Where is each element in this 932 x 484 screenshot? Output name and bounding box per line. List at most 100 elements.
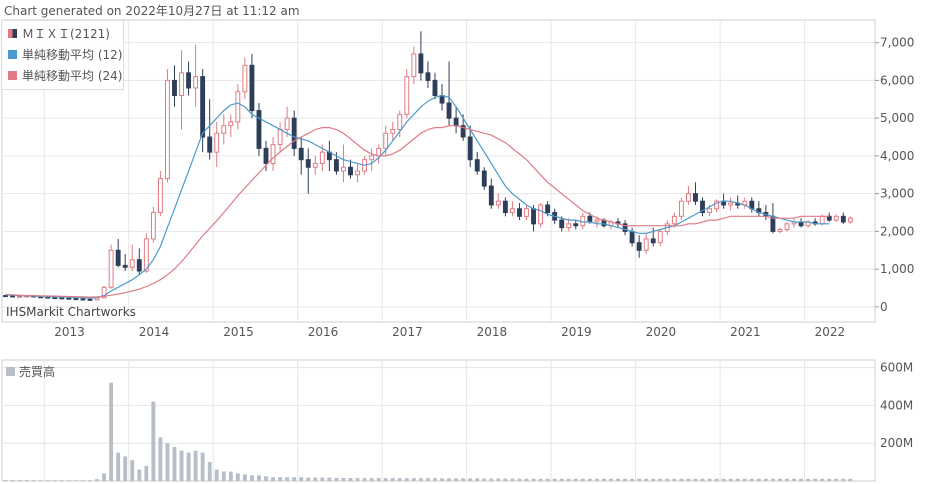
volume-bar [841, 478, 846, 481]
candle [425, 61, 431, 88]
candle [678, 197, 684, 221]
candle-body [298, 147, 304, 161]
candle-body [270, 144, 276, 164]
candle-body [284, 117, 290, 130]
candle-body [73, 298, 79, 301]
candle-body [221, 125, 227, 134]
volume-bar [228, 471, 233, 481]
volume-bar [38, 480, 43, 482]
candle [115, 238, 121, 268]
candle-body [474, 159, 480, 172]
candle-body [460, 125, 466, 138]
y-tick-label: 3,000 [880, 187, 914, 201]
candle [397, 110, 403, 138]
volume-bar [278, 477, 283, 481]
candle [150, 206, 156, 243]
candle-body [538, 204, 544, 225]
y-tick-label: 0 [880, 300, 888, 314]
candle [784, 221, 790, 232]
volume-bar [292, 477, 297, 481]
candle-body [256, 110, 262, 149]
volume-bar [144, 465, 149, 481]
volume-bar [306, 477, 311, 481]
volume-bar [454, 478, 459, 481]
candle-body [566, 223, 572, 229]
candle-body [179, 72, 184, 96]
volume-bar [658, 478, 663, 481]
candle-body [678, 200, 684, 217]
candle-body [784, 223, 790, 231]
candle-body [390, 128, 396, 134]
volume-bar [109, 382, 114, 481]
legend-item-ma24[interactable]: 単純移動平均 (24) [8, 67, 122, 84]
legend-label: ＭＩＸＩ(2121) [22, 27, 110, 41]
candle [122, 254, 128, 272]
candle-body [531, 208, 536, 225]
volume-bar [644, 478, 649, 481]
candle-body [52, 296, 58, 299]
candle-body [650, 238, 656, 244]
x-tick-label: 2021 [730, 325, 761, 339]
volume-bar [88, 480, 92, 482]
candle-body [467, 136, 473, 161]
chart-legend: ＭＩＸＩ(2121) 単純移動平均 (12) 単純移動平均 (24) [1, 20, 124, 90]
candle [404, 69, 410, 119]
legend-item-mixi[interactable]: ＭＩＸＩ(2121) [8, 25, 110, 42]
candle-body [573, 223, 579, 227]
candle-body [693, 193, 698, 202]
volume-bar [749, 478, 754, 481]
candle-body [355, 170, 360, 176]
volume-bar [770, 478, 775, 481]
candle [200, 69, 206, 153]
candle [369, 148, 375, 171]
candle [474, 152, 480, 175]
candle-body [502, 200, 508, 214]
volume-bar [573, 478, 578, 481]
volume-bar [707, 478, 712, 481]
volume-bar [651, 478, 656, 481]
candle-body [249, 64, 255, 112]
candle [157, 171, 163, 217]
candle-body [559, 219, 565, 229]
volume-bar [679, 478, 684, 481]
candle-body [369, 155, 375, 161]
volume-legend: 売買高 [6, 363, 55, 380]
volume-bar [66, 480, 71, 482]
candle [193, 44, 199, 107]
volume-bar [538, 478, 543, 481]
candle-body [207, 136, 213, 153]
candle-body [707, 208, 712, 214]
volume-y-tick-label: 200M [880, 436, 913, 450]
candle-body [629, 230, 635, 244]
volume-bar [594, 478, 599, 481]
volume-bar [369, 478, 374, 481]
ma24-line [5, 125, 830, 298]
volume-bar [172, 446, 177, 481]
y-tick-label: 4,000 [880, 149, 914, 163]
volume-bar [559, 478, 564, 481]
candle-body [312, 162, 318, 168]
candle-body [545, 204, 551, 214]
volume-bar [468, 478, 473, 481]
volume-bar [580, 478, 585, 481]
volume-bar [355, 478, 360, 481]
candle [650, 227, 656, 247]
y-tick-label: 7,000 [880, 36, 914, 50]
volume-bar [616, 478, 620, 481]
candle-body [122, 264, 128, 268]
volume-bar [482, 478, 487, 481]
volume-bar [10, 480, 15, 482]
volume-bar [383, 478, 388, 481]
volume-bar [686, 478, 691, 481]
candle [207, 99, 213, 160]
candle [622, 220, 628, 236]
legend-item-ma12[interactable]: 単純移動平均 (12) [8, 46, 122, 63]
volume-bar [827, 478, 832, 481]
candle-body [594, 219, 600, 223]
volume-bar [179, 450, 184, 481]
volume-bar [426, 478, 430, 481]
candle [341, 144, 346, 183]
candle-body [172, 79, 177, 97]
volume-bar [763, 478, 768, 481]
legend-label: 単純移動平均 (24) [22, 69, 123, 83]
